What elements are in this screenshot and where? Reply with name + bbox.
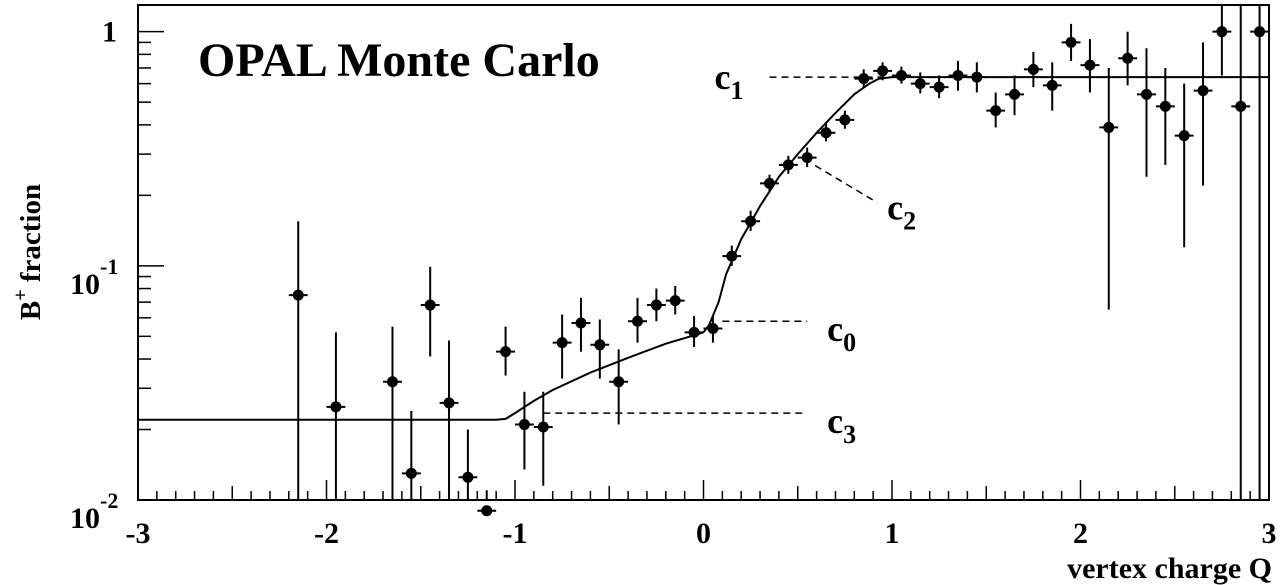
- data-point: [424, 299, 436, 311]
- annotation-subscript: 3: [843, 420, 856, 449]
- data-point: [405, 467, 417, 479]
- data-point: [688, 326, 700, 338]
- data-point: [914, 78, 926, 90]
- annotation-symbol: c: [827, 309, 843, 349]
- data-point: [858, 73, 870, 85]
- x-tick-label: -3: [126, 517, 151, 550]
- annotation-subscript: 2: [903, 207, 916, 236]
- data-point: [839, 114, 851, 126]
- data-point: [763, 177, 775, 189]
- y-axis-label-sup: +: [10, 289, 32, 300]
- data-point: [877, 65, 889, 77]
- x-tick-label: 3: [1262, 517, 1277, 550]
- x-tick-label: -1: [503, 517, 528, 550]
- data-point: [292, 289, 304, 301]
- data-point: [1084, 59, 1096, 71]
- data-point: [537, 421, 549, 433]
- annotation-c2-label: c2: [887, 188, 916, 236]
- annotation-symbol: c: [827, 401, 843, 441]
- x-tick-label: 2: [1073, 517, 1088, 550]
- y-tick-label-exponent: -1: [100, 254, 118, 279]
- annotation-c3-label: c3: [827, 401, 856, 449]
- data-point: [1140, 88, 1152, 100]
- annotation-subscript: 0: [843, 328, 856, 357]
- data-point: [500, 346, 512, 358]
- data-point: [650, 299, 662, 311]
- data-point: [782, 159, 794, 171]
- data-point: [745, 215, 757, 227]
- fit-curve: [138, 76, 1269, 421]
- data-point: [933, 81, 945, 93]
- data-point: [801, 152, 813, 164]
- data-point: [1178, 130, 1190, 142]
- data-points: [288, 5, 1269, 517]
- y-tick-label: 10: [70, 268, 100, 301]
- annotation-c0-label: c0: [827, 309, 856, 357]
- data-point: [556, 337, 568, 349]
- annotation-c2-line: [814, 164, 878, 204]
- annotation-subscript: 1: [730, 76, 743, 105]
- x-tick-label: -2: [314, 517, 339, 550]
- data-point: [895, 69, 907, 81]
- data-point: [1235, 100, 1247, 112]
- data-point: [632, 315, 644, 327]
- y-axis-label: B+ fraction: [10, 184, 47, 320]
- data-point: [1009, 88, 1021, 100]
- data-point: [1254, 26, 1266, 38]
- data-point: [443, 397, 455, 409]
- annotation-c1-label: c1: [714, 57, 743, 105]
- fit-curve-group: [138, 76, 1269, 421]
- y-tick-label: 10: [70, 502, 100, 535]
- data-point: [707, 323, 719, 335]
- y-tick-label-exponent: -2: [100, 488, 118, 513]
- axis-ticks: [138, 30, 1251, 500]
- data-point: [1216, 26, 1228, 38]
- data-point: [1065, 36, 1077, 48]
- y-tick-label: 1: [102, 16, 117, 49]
- y-axis-label-rest: fraction: [15, 184, 47, 290]
- data-point: [990, 105, 1002, 117]
- data-point: [820, 127, 832, 139]
- data-point: [575, 317, 587, 329]
- data-point: [1103, 121, 1115, 133]
- x-tick-label: 0: [696, 517, 711, 550]
- data-point: [1197, 85, 1209, 97]
- data-point: [462, 471, 474, 483]
- data-point: [952, 69, 964, 81]
- y-axis-label-base: B: [15, 301, 47, 320]
- data-point: [613, 376, 625, 388]
- axis-labels: -3 -2 -1 0 1 2 310-210-11: [70, 16, 1277, 550]
- data-point: [726, 250, 738, 262]
- data-point: [669, 295, 681, 307]
- data-point: [971, 71, 983, 83]
- x-axis-label: vertex charge Q: [1067, 552, 1272, 585]
- data-point: [594, 339, 606, 351]
- data-point: [330, 401, 342, 413]
- data-point: [481, 505, 493, 517]
- chart-title: OPAL Monte Carlo: [198, 34, 600, 87]
- data-point: [1027, 63, 1039, 75]
- annotation-symbol: c: [887, 188, 903, 228]
- x-tick-label: 1: [885, 517, 900, 550]
- annotation-symbol: c: [714, 57, 730, 97]
- data-point: [518, 419, 530, 431]
- data-point: [386, 376, 398, 388]
- data-point: [1159, 100, 1171, 112]
- data-point: [1046, 79, 1058, 91]
- data-point: [1122, 52, 1134, 64]
